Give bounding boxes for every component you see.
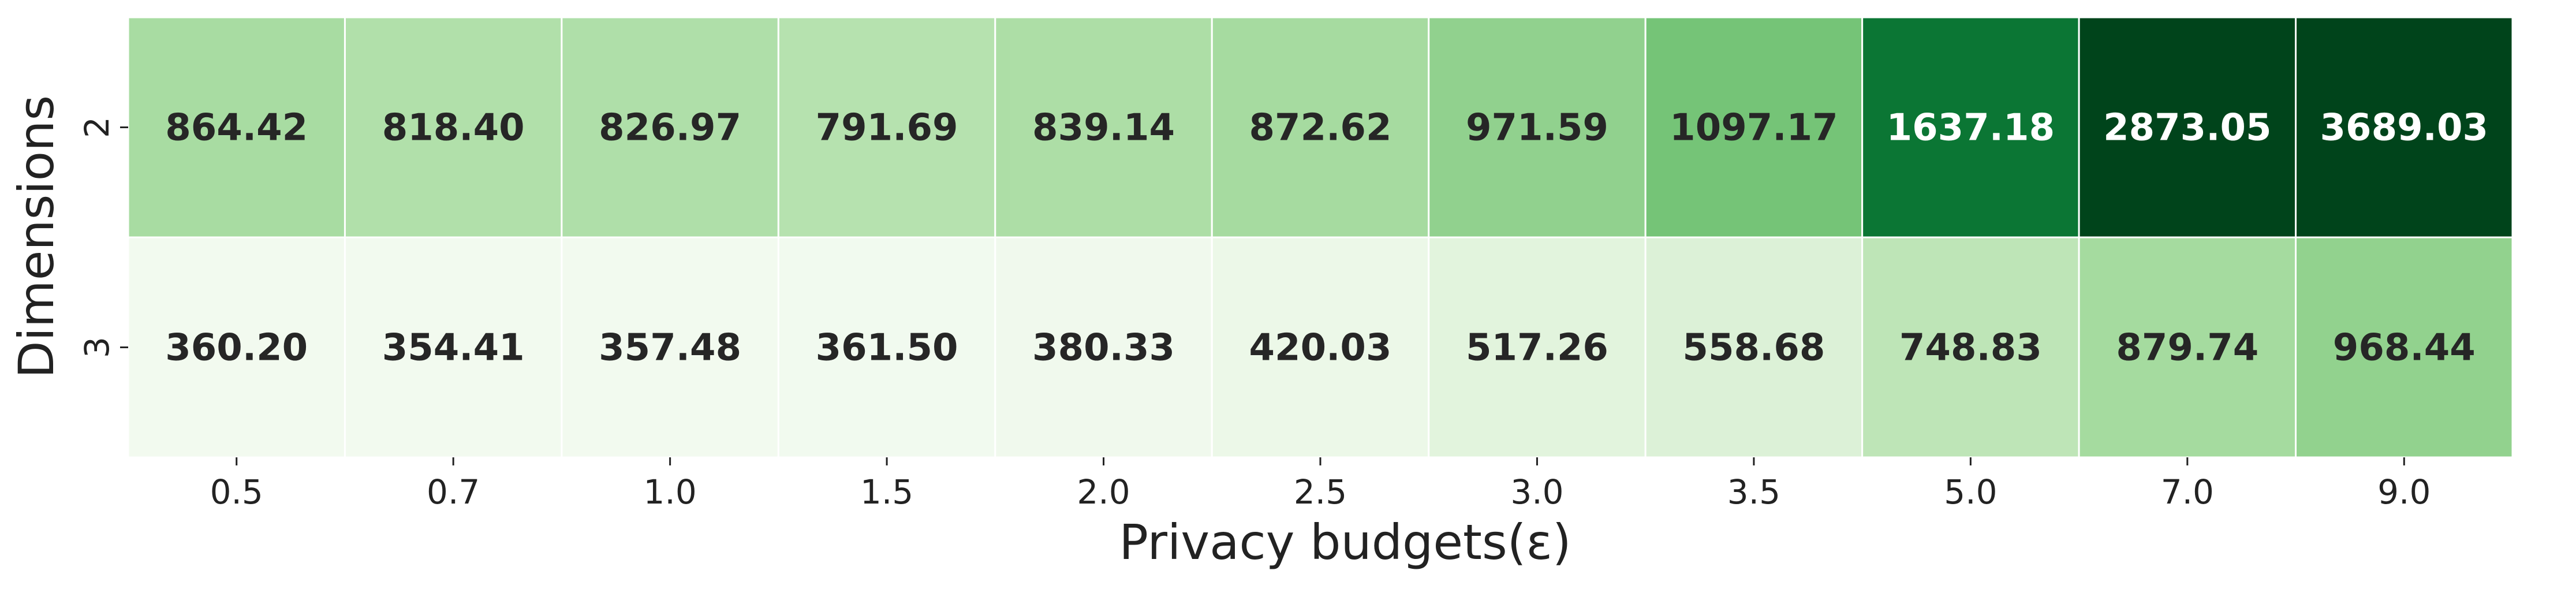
heatmap-cell	[777, 236, 996, 458]
heatmap-value-label: 360.20	[165, 327, 308, 370]
heatmap-cell	[1428, 236, 1647, 458]
heatmap-cell	[127, 16, 346, 238]
y-axis-ticks: 23	[77, 117, 128, 358]
heatmap-cell	[1644, 236, 1864, 458]
heatmap-value-label: 968.44	[2333, 327, 2476, 370]
heatmap-value-label: 2873.05	[2103, 107, 2272, 150]
x-tick-label: 7.0	[2161, 472, 2214, 512]
heatmap-value-label: 818.40	[382, 107, 525, 150]
heatmap-value-label: 879.74	[2116, 327, 2258, 370]
heatmap-cell	[1861, 236, 2080, 458]
heatmap-value-label: 872.62	[1249, 107, 1392, 150]
heatmap-cell	[777, 16, 996, 238]
heatmap-value-label: 354.41	[382, 327, 525, 370]
y-tick-label: 3	[77, 337, 117, 358]
heatmap-cells	[127, 16, 2514, 458]
x-tick-label: 0.5	[210, 472, 263, 512]
heatmap-cell	[561, 236, 779, 458]
heatmap-cell	[2295, 236, 2514, 458]
heatmap-cell	[561, 16, 779, 238]
x-axis-label: Privacy budgets(ε)	[1119, 514, 1571, 571]
heatmap-cell	[2078, 16, 2297, 238]
y-axis-label: Dimensions	[8, 95, 65, 378]
heatmap-value-label: 3689.03	[2320, 107, 2489, 150]
x-tick-label: 2.5	[1294, 472, 1347, 512]
y-tick-label: 2	[77, 117, 117, 138]
heatmap-cell	[344, 16, 563, 238]
heatmap-cell	[1211, 16, 1430, 238]
heatmap-value-labels: 864.42 818.40 826.97 791.69 839.14 872.62 971.…	[165, 107, 2488, 370]
heatmap-cell	[1211, 236, 1430, 458]
heatmap-value-label: 357.48	[599, 327, 741, 370]
heatmap-cell	[127, 236, 346, 458]
heatmap-cell	[994, 236, 1213, 458]
x-tick-label: 1.0	[644, 472, 697, 512]
heatmap-value-label: 971.59	[1466, 107, 1608, 150]
x-tick-label: 0.7	[427, 472, 480, 512]
heatmap-cell	[2295, 16, 2514, 238]
heatmap-value-label: 517.26	[1466, 327, 1608, 370]
heatmap-value-label: 748.83	[1899, 327, 2042, 370]
heatmap-value-label: 1097.17	[1670, 107, 1838, 150]
x-axis-ticks: 0.5 0.7 1.0 1.5 2.0 2.5 3.0 3.5 5.0 7.0 9.0	[210, 457, 2431, 512]
heatmap-value-label: 839.14	[1032, 107, 1175, 150]
x-tick-label: 3.5	[1727, 472, 1780, 512]
heatmap-value-label: 558.68	[1682, 327, 1825, 370]
heatmap-cell	[994, 16, 1213, 238]
x-tick-label: 1.5	[860, 472, 913, 512]
heatmap-value-label: 864.42	[165, 107, 308, 150]
heatmap-value-label: 380.33	[1032, 327, 1175, 370]
heatmap-value-label: 791.69	[816, 107, 958, 150]
heatmap-value-label: 420.03	[1249, 327, 1392, 370]
heatmap-cell	[344, 236, 563, 458]
x-tick-label: 5.0	[1944, 472, 1997, 512]
heatmap-cell	[2078, 236, 2297, 458]
x-tick-label: 2.0	[1077, 472, 1130, 512]
heatmap-value-label: 826.97	[599, 107, 741, 150]
heatmap-value-label: 1637.18	[1887, 107, 2055, 150]
heatmap-cell	[1644, 16, 1864, 238]
x-tick-label: 9.0	[2377, 472, 2431, 512]
heatmap-value-label: 361.50	[816, 327, 958, 370]
x-tick-label: 3.0	[1510, 472, 1563, 512]
